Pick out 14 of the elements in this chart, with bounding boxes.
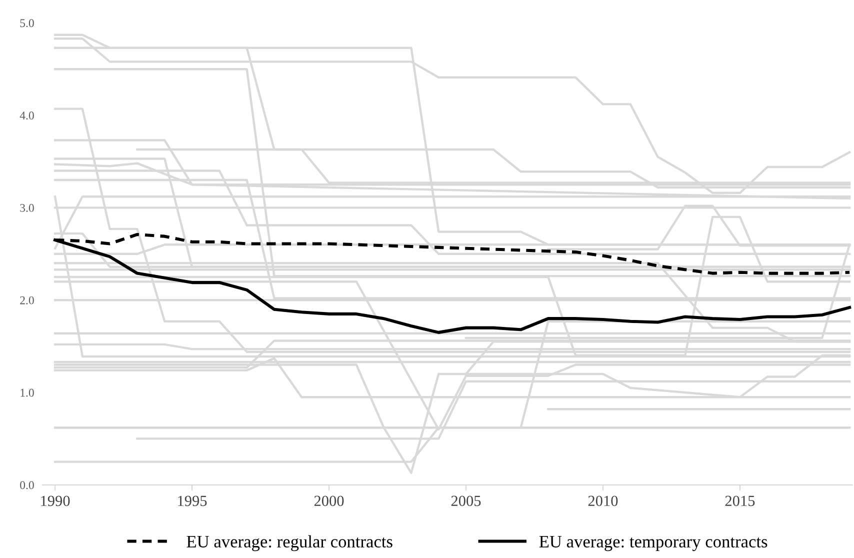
x-tick-label: 2015 [725,496,755,506]
y-tick-label: 3.0 [20,204,34,212]
legend-label: EU average: regular contracts [186,535,392,552]
x-tick-label: 1990 [41,496,70,506]
y-tick-label: 5.0 [20,19,34,28]
x-tick-label: 2010 [588,496,618,506]
x-tick-label: 2000 [314,496,344,506]
legend-label: EU average: temporary contracts [539,536,768,552]
x-tick-label: 2005 [451,496,481,506]
y-tick-label: 2.0 [20,296,34,304]
y-tick-label: 0.0 [20,481,34,490]
y-tick-label: 1.0 [20,388,34,397]
x-tick-label: 1995 [178,496,207,506]
y-tick-label: 4.0 [20,112,34,120]
